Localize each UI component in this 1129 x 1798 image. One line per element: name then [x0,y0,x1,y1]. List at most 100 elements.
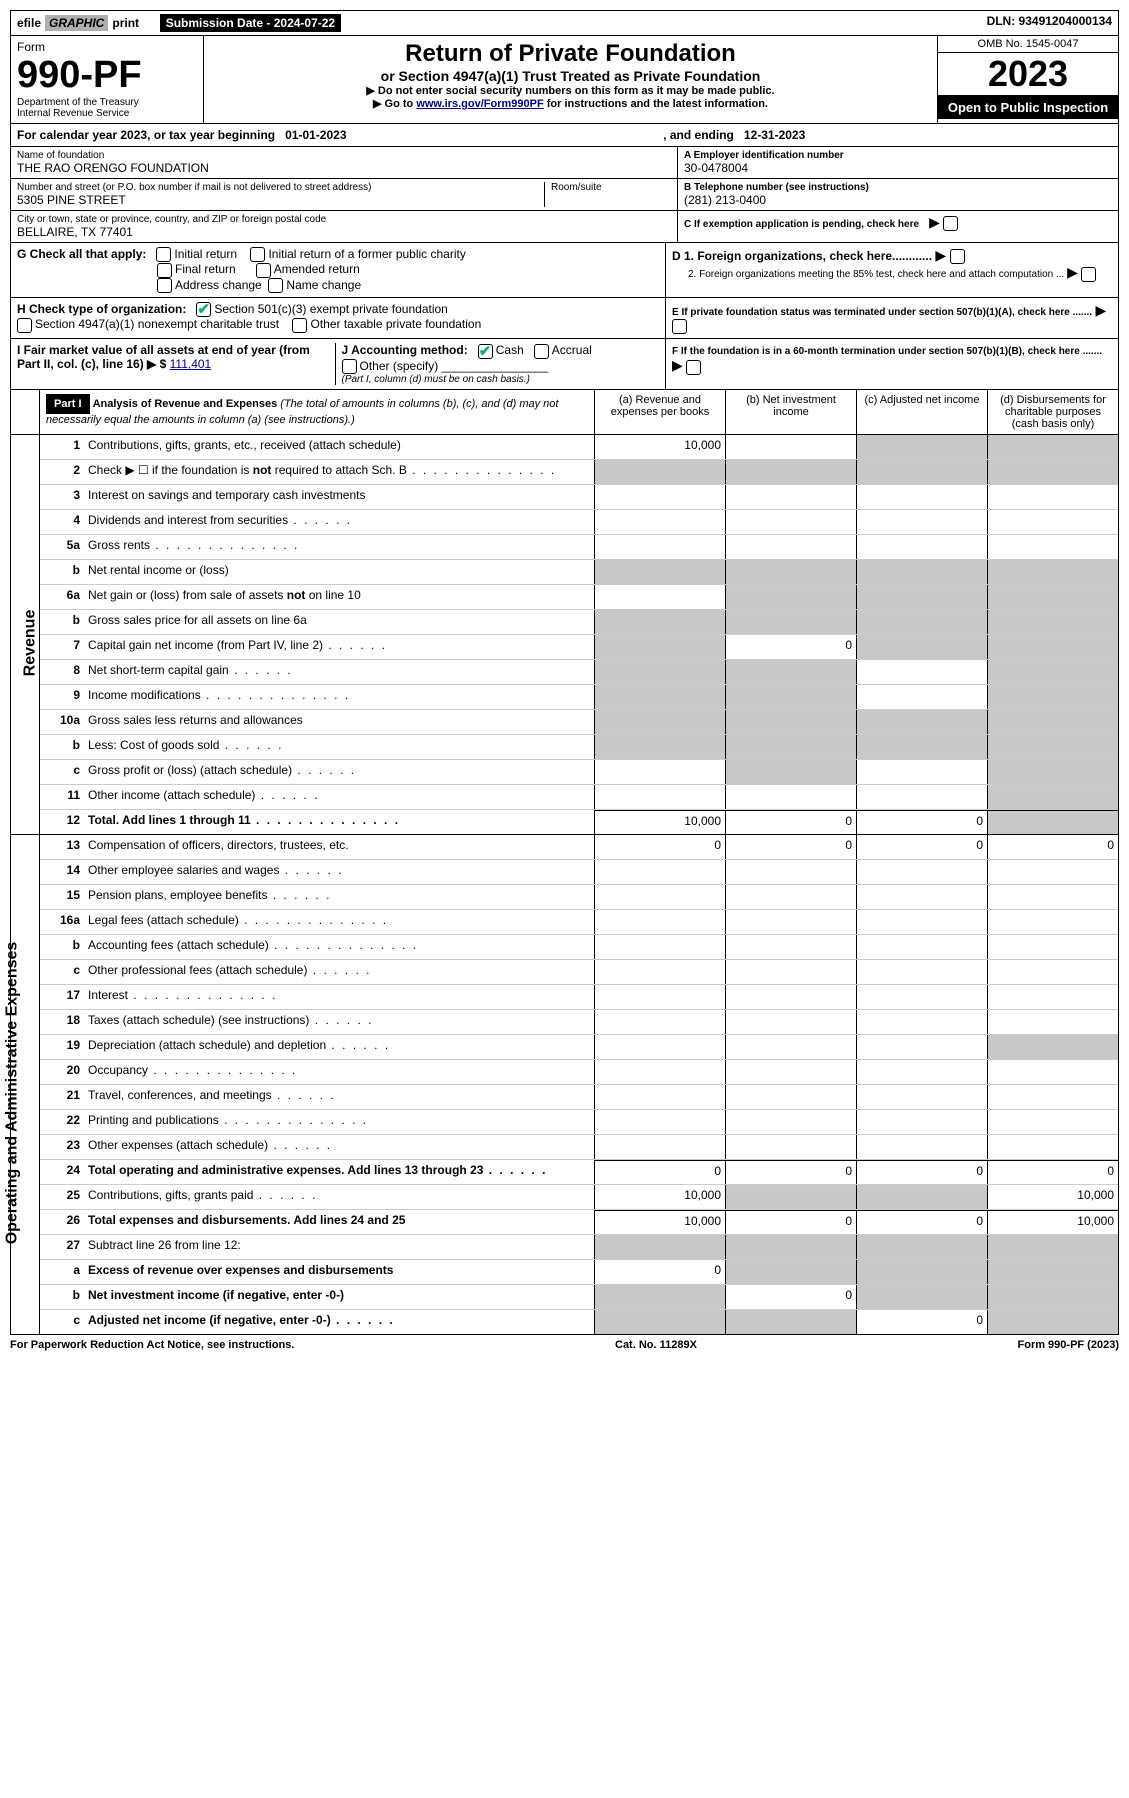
i-value[interactable]: 111,401 [170,357,212,371]
table-row: cAdjusted net income (if negative, enter… [40,1310,1118,1334]
table-row: aExcess of revenue over expenses and dis… [40,1260,1118,1285]
g2-chk[interactable] [250,247,265,262]
name-label: Name of foundation [17,150,671,161]
g6-chk[interactable] [268,278,283,293]
street-address: 5305 PINE STREET [17,193,544,207]
h-block: H Check type of organization: Section 50… [10,298,1119,339]
j1: Cash [496,343,524,357]
d2-chk[interactable] [1081,267,1096,282]
g3-chk[interactable] [157,263,172,278]
g4-chk[interactable] [256,263,271,278]
footer-mid: Cat. No. 11289X [615,1339,697,1351]
j3: Other (specify) [360,359,439,373]
g3: Final return [175,262,236,276]
table-row: bGross sales price for all assets on lin… [40,610,1118,635]
table-row: 24Total operating and administrative exp… [40,1160,1118,1185]
entity-block: Name of foundation THE RAO ORENGO FOUNDA… [10,147,1119,243]
j-label: J Accounting method: [342,343,468,357]
footer: For Paperwork Reduction Act Notice, see … [10,1335,1119,1351]
e-chk[interactable] [672,319,687,334]
cal-pre: For calendar year 2023, or tax year begi… [17,128,275,142]
dln: DLN: 93491204000134 [981,11,1118,35]
c-checkbox[interactable] [943,216,958,231]
i-label: I Fair market value of all assets at end… [17,343,310,371]
col-d: (d) Disbursements for charitable purpose… [987,390,1118,434]
table-row: 16aLegal fees (attach schedule) [40,910,1118,935]
instr2-pre: ▶ Go to [373,98,416,110]
table-row: 23Other expenses (attach schedule) [40,1135,1118,1160]
cal-mid: , and ending [663,128,734,142]
g-label: G Check all that apply: [17,247,146,261]
instr2-post: for instructions and the latest informat… [544,98,768,110]
e-label: E If private foundation status was termi… [672,307,1092,318]
table-row: 5aGross rents [40,535,1118,560]
phone-label: B Telephone number (see instructions) [684,182,1112,193]
form-subtitle: or Section 4947(a)(1) Trust Treated as P… [210,68,931,84]
part1-header-row: Part I Analysis of Revenue and Expenses … [10,390,1119,435]
ein-label: A Employer identification number [684,150,1112,161]
col-c: (c) Adjusted net income [856,390,987,434]
dept: Department of the Treasury [17,97,197,108]
c-label: C If exemption application is pending, c… [684,219,919,230]
h3-chk[interactable] [292,318,307,333]
table-row: 14Other employee salaries and wages [40,860,1118,885]
cal-begin: 01-01-2023 [285,128,346,142]
h1-chk[interactable] [196,302,211,317]
revenue-tab: Revenue [21,610,39,677]
instr2-link[interactable]: www.irs.gov/Form990PF [416,98,543,110]
table-row: 27Subtract line 26 from line 12: [40,1235,1118,1260]
table-row: 10aGross sales less returns and allowanc… [40,710,1118,735]
table-row: 2Check ▶ ☐ if the foundation is not requ… [40,460,1118,485]
room-label: Room/suite [544,182,671,207]
table-row: 19Depreciation (attach schedule) and dep… [40,1035,1118,1060]
table-row: bNet rental income or (loss) [40,560,1118,585]
g6: Name change [286,278,361,292]
table-row: bNet investment income (if negative, ent… [40,1285,1118,1310]
open-public: Open to Public Inspection [938,96,1118,119]
expenses-tab: Operating and Administrative Expenses [3,942,21,1245]
j3-chk[interactable] [342,359,357,374]
table-row: cGross profit or (loss) (attach schedule… [40,760,1118,785]
tax-year: 2023 [938,53,1118,96]
table-row: 22Printing and publications [40,1110,1118,1135]
h2-chk[interactable] [17,318,32,333]
calendar-year-row: For calendar year 2023, or tax year begi… [10,124,1119,147]
form-label: Form [17,40,197,54]
j1-chk[interactable] [478,344,493,359]
form-title: Return of Private Foundation [210,40,931,68]
instr1: ▶ Do not enter social security numbers o… [210,84,931,97]
part1-title: Analysis of Revenue and Expenses [93,398,278,410]
print-label[interactable]: print [112,16,139,30]
table-row: 21Travel, conferences, and meetings [40,1085,1118,1110]
ij-block: I Fair market value of all assets at end… [10,339,1119,390]
d1-label: D 1. Foreign organizations, check here..… [672,249,932,263]
table-row: 8Net short-term capital gain [40,660,1118,685]
j2-chk[interactable] [534,344,549,359]
table-row: bAccounting fees (attach schedule) [40,935,1118,960]
options-block: G Check all that apply: Initial return I… [10,243,1119,298]
table-row: cOther professional fees (attach schedul… [40,960,1118,985]
phone: (281) 213-0400 [684,193,1112,207]
g5: Address change [175,278,262,292]
f-label: F If the foundation is in a 60-month ter… [672,346,1102,357]
table-row: 6aNet gain or (loss) from sale of assets… [40,585,1118,610]
part1-label: Part I [46,394,90,414]
j2: Accrual [552,343,592,357]
f-chk[interactable] [686,360,701,375]
table-row: 25Contributions, gifts, grants paid10,00… [40,1185,1118,1210]
table-row: 11Other income (attach schedule) [40,785,1118,810]
table-row: 13Compensation of officers, directors, t… [40,835,1118,860]
g1-chk[interactable] [156,247,171,262]
foundation-name: THE RAO ORENGO FOUNDATION [17,161,671,175]
col-a: (a) Revenue and expenses per books [594,390,725,434]
g5-chk[interactable] [157,278,172,293]
ein: 30-0478004 [684,161,1112,175]
g4: Amended return [274,262,360,276]
h1: Section 501(c)(3) exempt private foundat… [214,302,447,316]
table-row: 9Income modifications [40,685,1118,710]
h3: Other taxable private foundation [310,317,481,331]
d1-chk[interactable] [950,249,965,264]
irs: Internal Revenue Service [17,108,197,119]
g1: Initial return [174,247,237,261]
d2-label: 2. Foreign organizations meeting the 85%… [688,269,1064,280]
